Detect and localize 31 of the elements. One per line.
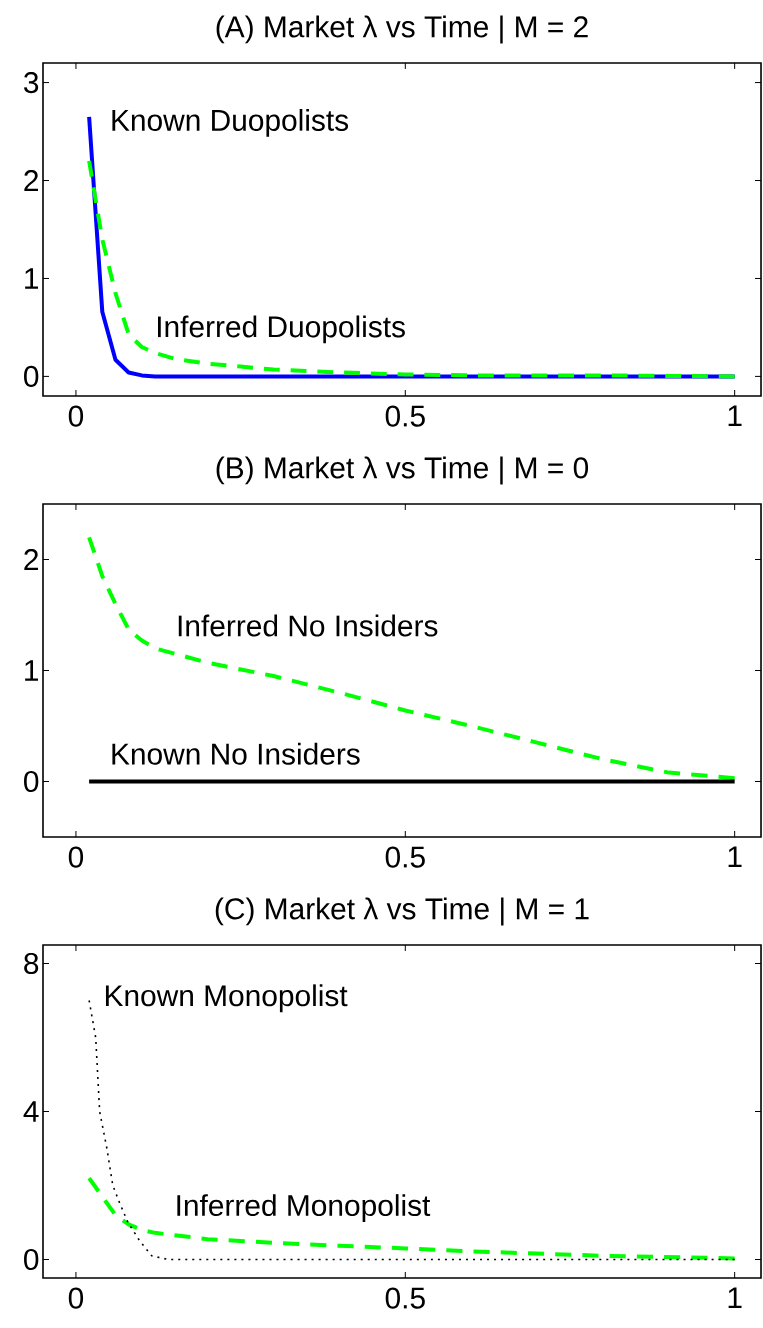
y-tick-label: 0 <box>24 770 39 793</box>
y-tick-label: 1 <box>25 660 39 681</box>
chart-title: (C) Market λ vs Time | M = 1 <box>215 897 589 926</box>
y-tick-label: 0 <box>24 1248 39 1271</box>
line-series <box>87 535 737 781</box>
annotation: Known No Insiders <box>112 742 360 765</box>
y-tick-label: 2 <box>24 549 38 570</box>
y-tick-label: 4 <box>23 1101 39 1122</box>
chart-title: (A) Market λ vs Time | M = 2 <box>216 15 588 44</box>
y-tick-label: 8 <box>24 952 39 975</box>
x-tick-label: 1 <box>728 405 742 427</box>
annotation: Inferred Monopolist <box>177 1194 431 1222</box>
y-tick-label: 1 <box>25 268 39 289</box>
x-tick-label: 0.5 <box>385 1287 425 1309</box>
x-tick-label: 0 <box>68 405 84 427</box>
x-tick-label: 0 <box>68 846 84 868</box>
y-tick-label: 2 <box>24 170 38 191</box>
x-tick-label: 1 <box>728 846 742 868</box>
x-tick-label: 1 <box>728 1287 742 1309</box>
y-tick-label: 0 <box>24 365 39 387</box>
annotation: Inferred No Insiders <box>178 614 438 637</box>
x-tick-label: 0 <box>68 1287 84 1309</box>
x-tick-label: 0.5 <box>385 846 425 868</box>
line-series <box>87 1176 737 1261</box>
x-tick-label: 0.5 <box>385 405 425 427</box>
annotation: Known Monopolist <box>105 984 348 1013</box>
y-tick-label: 3 <box>24 71 39 94</box>
annotation: Inferred Duopolists <box>157 315 405 344</box>
chart-title: (B) Market λ vs Time | M = 0 <box>216 456 589 485</box>
line-series <box>87 158 737 379</box>
annotation: Known Duopolists <box>112 109 349 137</box>
